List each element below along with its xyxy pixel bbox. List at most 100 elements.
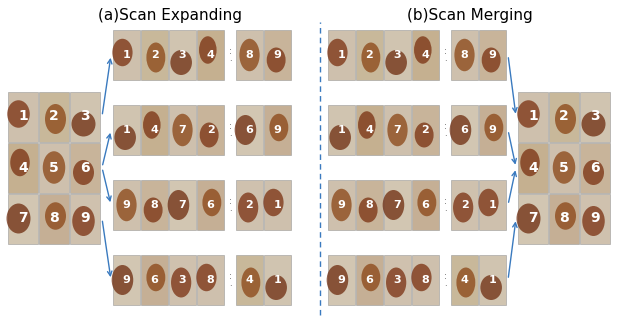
Bar [113,105,140,155]
Bar [236,255,263,305]
Ellipse shape [414,36,431,64]
Ellipse shape [239,39,260,71]
Text: 9: 9 [488,125,497,135]
Bar [264,30,291,80]
Text: 9: 9 [80,212,90,225]
Ellipse shape [235,115,256,145]
Bar [518,91,548,142]
Bar [39,193,69,244]
Bar [412,105,439,155]
Bar [169,180,196,230]
Text: 9: 9 [273,125,282,135]
Ellipse shape [417,189,436,216]
Bar [70,193,100,244]
Bar [356,255,383,305]
Text: (a)Scan Expanding: (a)Scan Expanding [98,8,242,23]
Text: :
.: : . [228,272,232,288]
Bar [39,143,69,192]
Ellipse shape [456,268,476,298]
Text: 9: 9 [337,275,346,285]
Ellipse shape [73,160,94,185]
Bar [197,105,224,155]
Ellipse shape [412,264,431,291]
Ellipse shape [269,114,288,141]
Bar [479,255,506,305]
Ellipse shape [450,115,471,145]
Bar [580,91,610,142]
Ellipse shape [520,149,540,176]
Bar [236,105,263,155]
Bar [8,193,38,244]
Text: 9: 9 [337,200,346,210]
Ellipse shape [330,125,351,150]
Bar [549,143,579,192]
Text: 5: 5 [559,160,569,175]
Text: 7: 7 [528,212,538,225]
Ellipse shape [72,206,95,236]
Bar [169,30,196,80]
Ellipse shape [72,112,95,137]
Text: 8: 8 [49,212,59,225]
Text: 1: 1 [274,200,282,210]
Bar [264,255,291,305]
Text: 7: 7 [394,200,401,210]
Text: 3: 3 [590,110,600,123]
Bar [451,180,478,230]
Text: 9: 9 [123,275,131,285]
Text: 4: 4 [207,50,214,60]
Ellipse shape [43,151,65,184]
Text: 1: 1 [488,200,497,210]
Bar [328,30,355,80]
Bar [141,255,168,305]
Ellipse shape [555,104,576,134]
Text: 2: 2 [365,50,373,60]
Bar [8,91,38,142]
Ellipse shape [582,206,605,236]
Bar [236,30,263,80]
Bar [264,105,291,155]
Text: 3: 3 [394,50,401,60]
Ellipse shape [358,111,376,139]
Bar [236,180,263,230]
Text: :
.: : . [444,197,446,213]
Bar [70,91,100,142]
Bar [197,255,224,305]
Bar [412,180,439,230]
Text: 8: 8 [365,200,373,210]
Text: 9: 9 [123,200,131,210]
Ellipse shape [45,202,66,230]
Text: :
.: : . [444,47,446,63]
Text: 1: 1 [123,50,131,60]
Ellipse shape [147,43,165,73]
Text: 6: 6 [590,160,600,175]
Text: :
.: : . [228,47,232,63]
Ellipse shape [115,125,136,150]
Ellipse shape [358,197,378,222]
Ellipse shape [113,39,132,66]
Ellipse shape [238,192,259,222]
Ellipse shape [478,189,499,216]
Ellipse shape [6,204,31,234]
Bar [356,30,383,80]
Text: (b)Scan Merging: (b)Scan Merging [407,8,533,23]
Bar [141,180,168,230]
Bar [356,105,383,155]
Text: 1: 1 [338,125,346,135]
Ellipse shape [170,50,192,75]
Bar [384,180,411,230]
Ellipse shape [144,197,163,222]
Bar [479,105,506,155]
Ellipse shape [583,160,604,185]
Bar [141,30,168,80]
Ellipse shape [200,122,219,148]
Text: 7: 7 [179,200,186,210]
Ellipse shape [383,190,404,220]
Bar [141,105,168,155]
Text: 7: 7 [179,125,186,135]
Text: 1: 1 [338,50,346,60]
Text: 4: 4 [150,125,159,135]
Text: 8: 8 [246,50,253,60]
Ellipse shape [327,39,348,66]
Bar [451,255,478,305]
Ellipse shape [199,36,216,64]
